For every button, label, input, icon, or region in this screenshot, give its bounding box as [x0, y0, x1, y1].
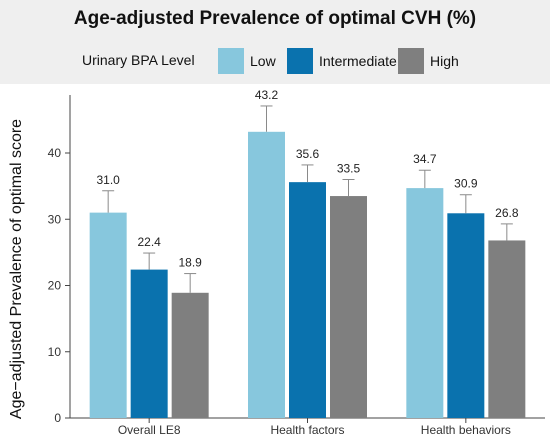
bar-high-0: [171, 292, 209, 418]
data-label: 43.2: [255, 88, 279, 102]
data-label: 35.6: [296, 147, 320, 161]
data-label: 18.9: [178, 256, 202, 270]
y-tick-label: 0: [54, 411, 61, 425]
bar-high-1: [330, 196, 367, 418]
data-label: 30.9: [454, 177, 478, 191]
legend-title: Urinary BPA Level: [82, 52, 195, 68]
legend: Urinary BPA Level Low Intermediate High: [0, 48, 550, 74]
data-label: 22.4: [137, 235, 161, 249]
bar-high-2: [488, 240, 526, 418]
legend-label-high: High: [430, 53, 459, 69]
x-tick-label: Health behaviors: [421, 423, 511, 437]
data-label: 34.7: [413, 152, 437, 166]
data-label: 33.5: [337, 162, 361, 176]
bar-intermediate-2: [447, 213, 485, 418]
legend-swatch-low: [218, 48, 244, 74]
legend-swatch-high: [398, 48, 424, 74]
y-tick-label: 10: [48, 345, 62, 359]
data-label: 26.8: [495, 206, 519, 220]
bar-low-2: [406, 188, 444, 418]
bar-low-1: [248, 131, 285, 419]
y-tick-label: 20: [48, 279, 62, 293]
bar-intermediate-1: [289, 182, 326, 418]
x-tick-label: Health factors: [270, 423, 344, 437]
legend-label-intermediate: Intermediate: [319, 53, 397, 69]
y-tick-label: 30: [48, 212, 62, 226]
x-tick-label: Overall LE8: [118, 423, 181, 437]
chart-title: Age-adjusted Prevalence of optimal CVH (…: [73, 8, 477, 29]
data-label: 31.0: [96, 173, 120, 187]
bar-low-0: [89, 212, 127, 418]
legend-label-low: Low: [250, 53, 276, 69]
legend-swatch-intermediate: [287, 48, 313, 74]
header-band: [0, 0, 550, 84]
y-axis-title: Age−adjusted Prevalence of optimal score: [8, 119, 25, 419]
bar-intermediate-0: [130, 269, 168, 418]
y-tick-label: 40: [48, 146, 62, 160]
